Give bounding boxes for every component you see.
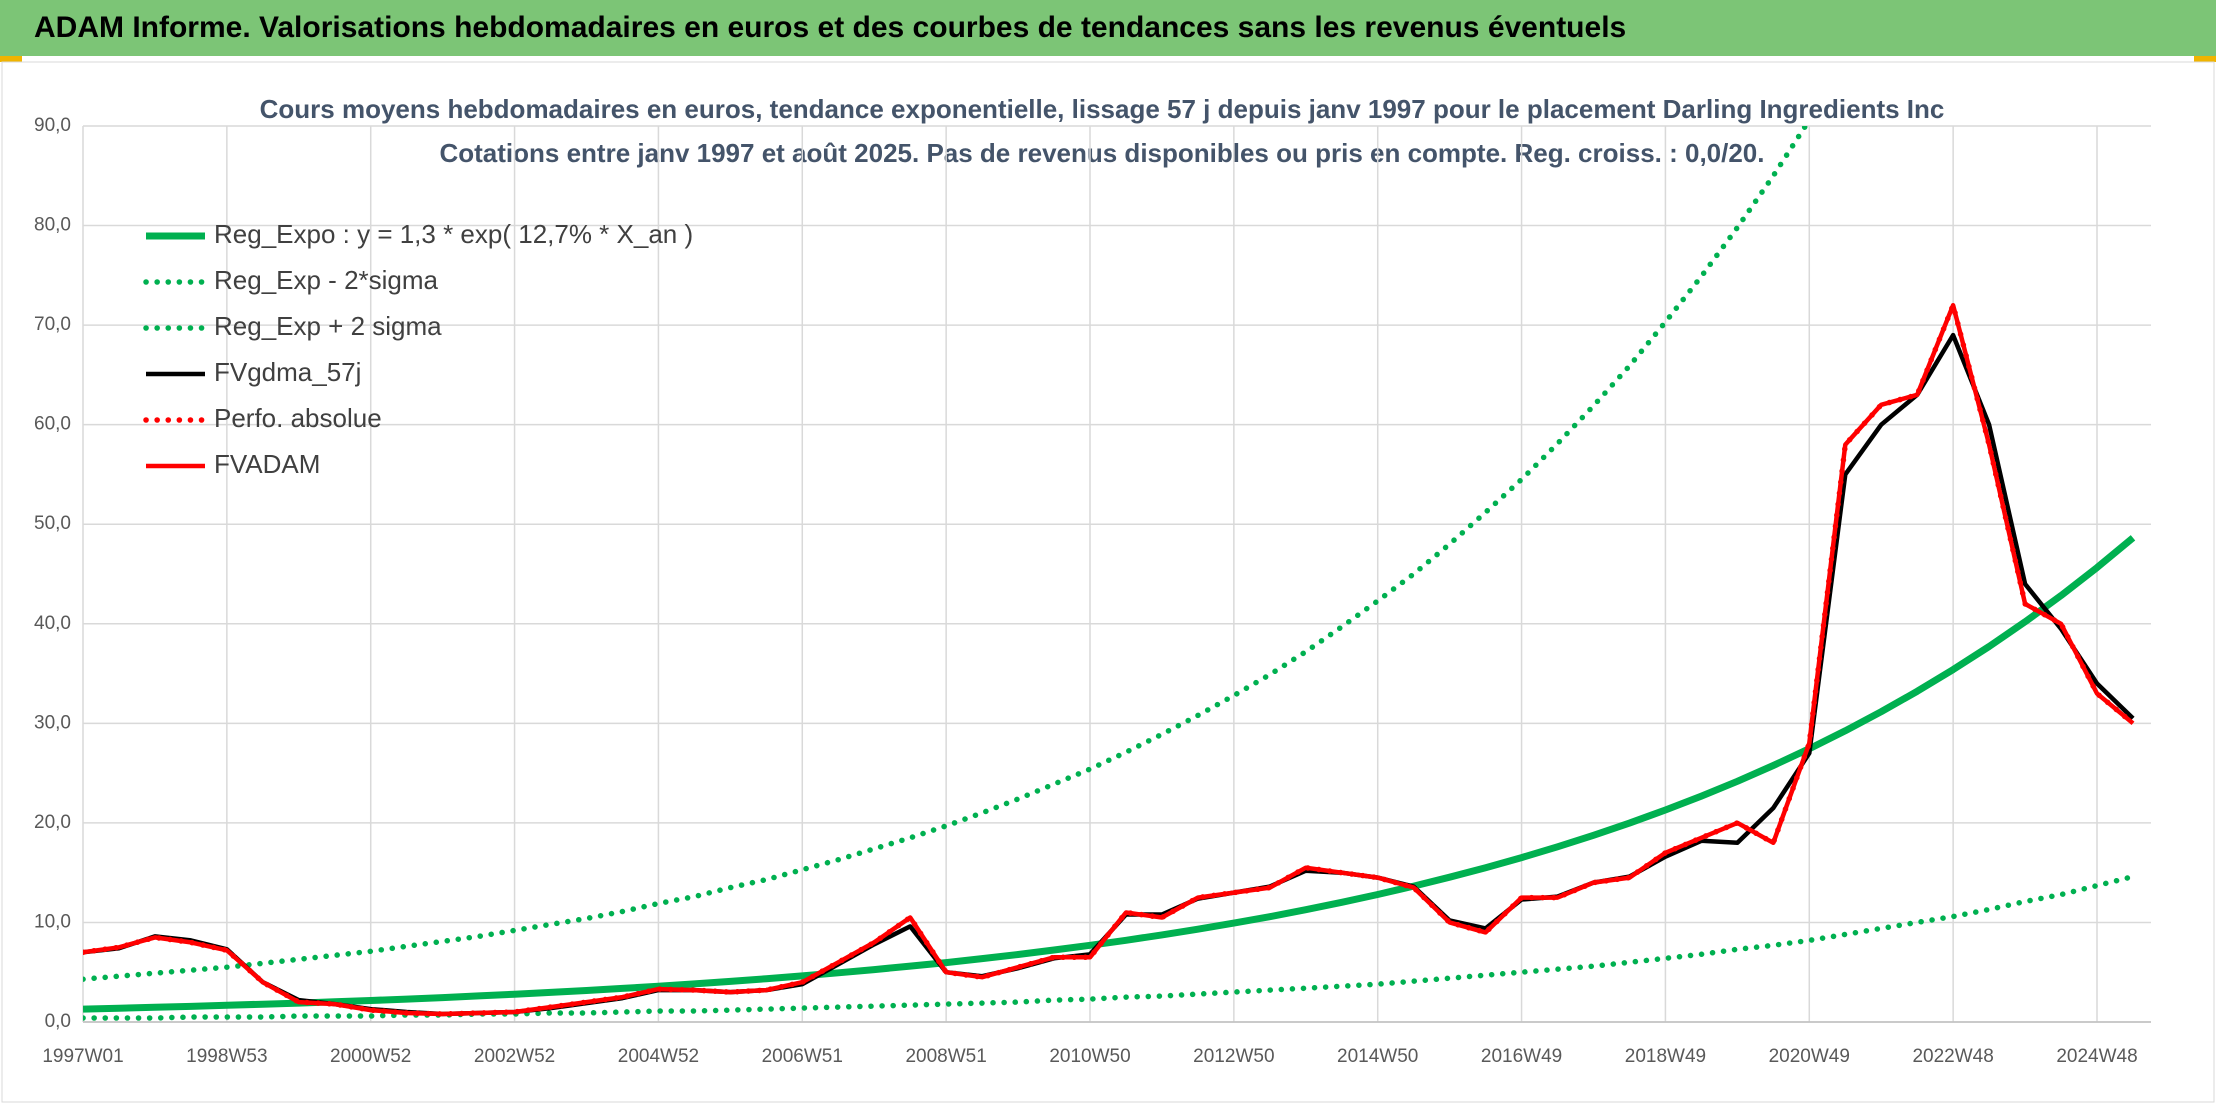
x-tick-label: 2020W49 — [1769, 1046, 1850, 1067]
legend-label: Reg_Expo : y = 1,3 * exp( 12,7% * X_an ) — [214, 219, 693, 249]
x-tick-label: 2004W52 — [618, 1046, 699, 1067]
y-tick-label: 40,0 — [34, 613, 71, 634]
x-tick-label: 2008W51 — [905, 1046, 986, 1067]
x-tick-label: 2022W48 — [1912, 1046, 1993, 1067]
legend-label: Perfo. absolue — [214, 403, 382, 433]
chart-title: Cours moyens hebdomadaires en euros, ten… — [260, 94, 1945, 124]
x-tick-label: 1998W53 — [186, 1046, 267, 1067]
y-tick-label: 30,0 — [34, 712, 71, 733]
y-tick-label: 10,0 — [34, 911, 71, 932]
y-tick-label: 70,0 — [34, 314, 71, 335]
y-tick-label: 60,0 — [34, 414, 71, 435]
x-tick-label: 2010W50 — [1049, 1046, 1130, 1067]
series-line — [83, 296, 2136, 1017]
x-tick-label: 2002W52 — [474, 1046, 555, 1067]
y-tick-label: 20,0 — [34, 812, 71, 833]
x-tick-label: 2016W49 — [1481, 1046, 1562, 1067]
x-tick-label: 2006W51 — [762, 1046, 843, 1067]
series-line — [83, 126, 1809, 982]
series-line — [83, 535, 2136, 1013]
y-tick-label: 50,0 — [34, 513, 71, 534]
page-title: ADAM Informe. Valorisations hebdomadaire… — [34, 11, 1626, 44]
corner-tab — [2194, 56, 2216, 62]
legend-label: FVADAM — [214, 449, 320, 479]
corner-tab — [0, 56, 22, 62]
chart-subtitle: Cotations entre janv 1997 et août 2025. … — [439, 138, 1764, 168]
legend-label: Reg_Exp - 2*sigma — [214, 265, 439, 295]
y-tick-label: 80,0 — [34, 215, 71, 236]
x-tick-label: 2012W50 — [1193, 1046, 1274, 1067]
legend-label: Reg_Exp + 2 sigma — [214, 311, 442, 341]
x-tick-label: 2014W50 — [1337, 1046, 1418, 1067]
x-tick-label: 2000W52 — [330, 1046, 411, 1067]
x-tick-label: 1997W01 — [42, 1046, 123, 1067]
y-tick-label: 90,0 — [34, 115, 71, 136]
legend-label: FVgdma_57j — [214, 357, 361, 387]
x-tick-label: 2024W48 — [2056, 1046, 2137, 1067]
header-bar — [0, 0, 2216, 56]
chart-frame — [1, 61, 2215, 1103]
y-tick-label: 0,0 — [45, 1011, 71, 1032]
plot-area — [83, 126, 2136, 1021]
series-line — [83, 302, 2135, 1017]
x-tick-label: 2018W49 — [1625, 1046, 1706, 1067]
series-line — [83, 332, 2135, 1017]
